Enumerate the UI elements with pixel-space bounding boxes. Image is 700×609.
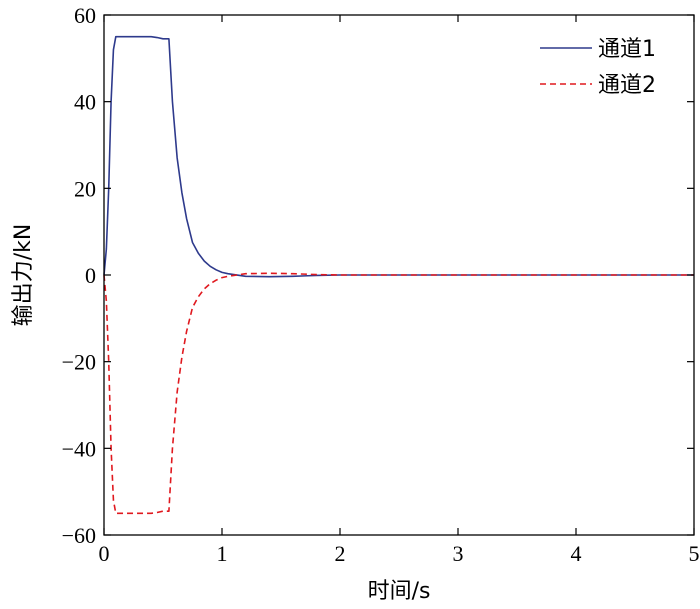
series-layer — [103, 35, 694, 515]
y-tick-label: 0 — [85, 263, 96, 288]
legend-label-1: 通道1 — [598, 37, 656, 62]
ticks-layer: 0 1 2 3 4 5 −60 −40 −20 0 20 40 60 — [62, 3, 700, 566]
x-tick-label: 3 — [453, 541, 464, 566]
y-tick-label: −40 — [62, 436, 96, 461]
x-tick-label: 5 — [689, 541, 700, 566]
y-tick-label: 20 — [74, 176, 96, 201]
y-tick-label: −60 — [62, 523, 96, 548]
y-tick-label: 60 — [74, 3, 96, 28]
x-tick-label: 4 — [571, 541, 582, 566]
y-tick-label: −20 — [62, 350, 96, 375]
series-line-1 — [103, 35, 694, 278]
x-axis-label: 时间/s — [368, 579, 431, 604]
legend-label-2: 通道2 — [598, 73, 656, 98]
y-axis-label: 输出力/kN — [11, 224, 36, 327]
x-tick-label: 0 — [99, 541, 110, 566]
y-tick-label: 40 — [74, 90, 96, 115]
x-tick-label: 1 — [217, 541, 228, 566]
x-tick-label: 2 — [335, 541, 346, 566]
series-line-2 — [103, 272, 694, 515]
